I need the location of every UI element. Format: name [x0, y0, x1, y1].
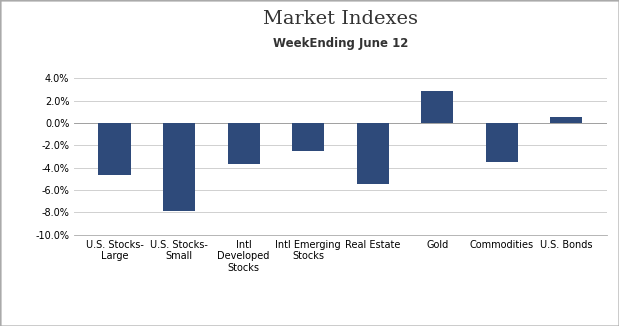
Bar [357, 123, 389, 185]
Bar [163, 123, 195, 211]
Bar [228, 123, 260, 164]
Bar [98, 123, 131, 175]
Bar [421, 91, 453, 123]
Bar [486, 123, 518, 162]
Bar [550, 117, 582, 123]
Bar [292, 123, 324, 151]
Text: WeekEnding June 12: WeekEnding June 12 [273, 37, 408, 51]
Text: Market Indexes: Market Indexes [263, 10, 418, 28]
